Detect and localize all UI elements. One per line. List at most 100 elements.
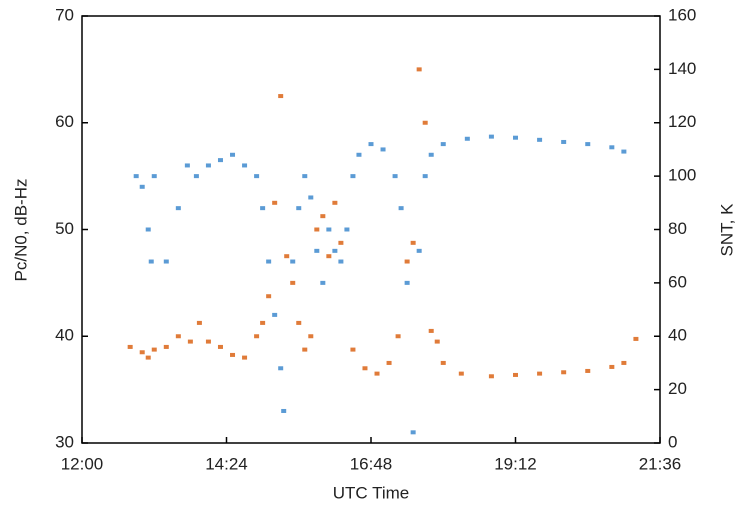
point <box>230 352 236 357</box>
point <box>163 344 169 349</box>
point <box>537 137 543 142</box>
point <box>458 371 464 376</box>
point <box>561 370 567 375</box>
y-axis-label: Pc/N0, dB-Hz <box>11 179 30 282</box>
point <box>242 355 248 360</box>
point <box>205 339 211 344</box>
point <box>488 134 494 139</box>
point <box>302 174 308 179</box>
y-tick-label: 50 <box>55 219 74 238</box>
y2-tick-label: 100 <box>668 166 696 185</box>
point <box>609 364 615 369</box>
point <box>127 344 133 349</box>
point <box>151 174 157 179</box>
point <box>217 344 223 349</box>
point <box>281 408 287 413</box>
x-tick-label: 12:00 <box>61 454 104 473</box>
point <box>193 174 199 179</box>
y2-tick-label: 120 <box>668 112 696 131</box>
point <box>296 206 302 211</box>
point <box>561 139 567 144</box>
y2-axis-label: SNT, K <box>717 203 736 257</box>
y2-tick-label: 80 <box>668 219 687 238</box>
point <box>350 174 356 179</box>
point <box>302 347 308 352</box>
point <box>386 360 392 365</box>
point <box>440 360 446 365</box>
point <box>428 328 434 333</box>
point <box>242 163 248 168</box>
point <box>230 152 236 157</box>
point <box>187 339 193 344</box>
point <box>633 336 639 341</box>
point <box>392 174 398 179</box>
point <box>278 366 284 371</box>
point <box>513 135 518 140</box>
y-tick-label: 40 <box>55 326 74 345</box>
point <box>320 280 326 285</box>
x-tick-label: 16:48 <box>350 454 393 473</box>
point <box>356 152 362 157</box>
point <box>314 227 320 232</box>
point <box>151 347 157 352</box>
point <box>260 206 266 211</box>
point <box>139 184 145 189</box>
point <box>320 214 326 219</box>
point <box>428 152 434 157</box>
y2-tick-label: 40 <box>668 326 687 345</box>
point <box>205 163 211 168</box>
point <box>621 149 627 154</box>
plot-frame <box>81 15 661 444</box>
point <box>344 227 350 232</box>
point <box>163 259 169 264</box>
point <box>398 206 404 211</box>
point <box>404 280 410 285</box>
point <box>395 334 401 339</box>
point <box>145 227 151 232</box>
point <box>585 368 591 373</box>
point <box>410 240 416 245</box>
x-tick-label: 19:12 <box>494 454 537 473</box>
point <box>308 334 314 339</box>
y-tick-label: 70 <box>55 5 74 24</box>
point <box>374 371 380 376</box>
point <box>266 294 272 299</box>
point <box>416 67 422 72</box>
point <box>133 174 139 179</box>
point <box>254 334 260 339</box>
x-tick-label: 21:36 <box>639 454 682 473</box>
point <box>416 248 422 253</box>
point <box>314 248 320 253</box>
point <box>266 259 272 264</box>
point <box>332 200 338 205</box>
point <box>338 240 344 245</box>
point <box>537 371 543 376</box>
point <box>326 254 332 259</box>
x-tick-label: 14:24 <box>205 454 248 473</box>
point <box>196 320 202 325</box>
point <box>290 259 296 264</box>
point <box>422 120 428 125</box>
point <box>404 259 410 264</box>
y2-tick-label: 20 <box>668 379 687 398</box>
y2-tick-label: 0 <box>668 432 677 451</box>
point <box>272 200 278 205</box>
y2-tick-label: 160 <box>668 5 696 24</box>
point <box>332 248 338 253</box>
point <box>184 163 190 168</box>
point <box>513 372 518 377</box>
y-tick-label: 60 <box>55 112 74 131</box>
point <box>139 350 145 355</box>
point <box>326 227 332 232</box>
point <box>621 360 627 365</box>
point <box>217 158 223 163</box>
point <box>308 195 314 200</box>
point <box>368 142 374 147</box>
point <box>284 254 290 259</box>
point <box>609 145 615 150</box>
y2-tick-label: 60 <box>668 272 687 291</box>
x-axis-label: UTC Time <box>333 483 410 502</box>
point <box>422 174 428 179</box>
y2-tick-label: 140 <box>668 59 696 78</box>
